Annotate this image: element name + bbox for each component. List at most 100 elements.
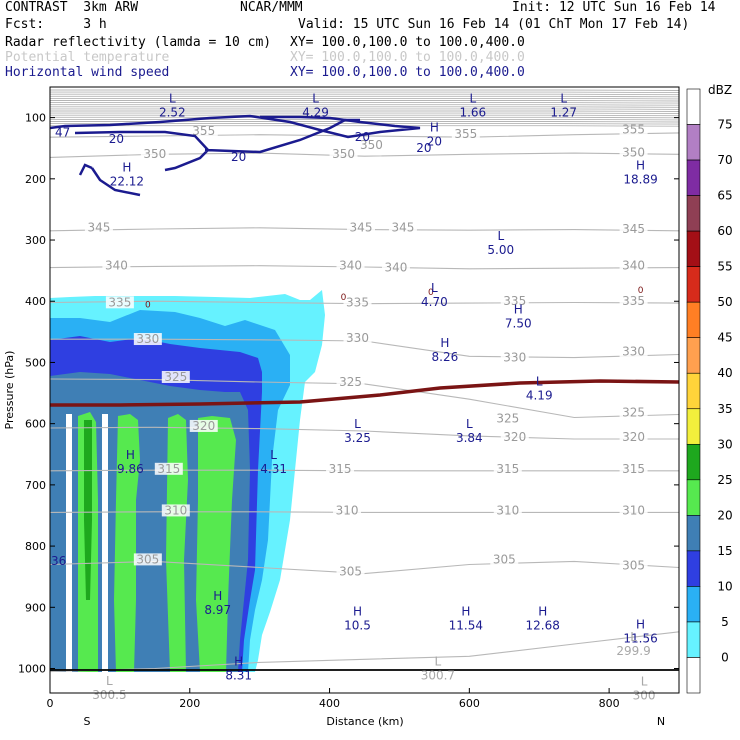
freezing-line-label: 0: [638, 286, 644, 296]
extremum-value: 4.29: [302, 105, 329, 119]
upper-theta-line: [50, 104, 679, 106]
theta-label: 315: [496, 462, 519, 476]
colorbar-swatch: [686, 124, 701, 161]
theta-label: 350: [332, 147, 355, 161]
theta-label: 355: [454, 127, 477, 141]
theta-label-bg: [388, 221, 417, 234]
theta-label-bg: [493, 504, 522, 517]
extremum-value: 11.54: [449, 618, 483, 632]
extremum-letter: H: [126, 448, 135, 462]
theta-label-bg: [619, 123, 648, 136]
refl-band-25dbz-c: [166, 414, 188, 672]
theta-label: 310: [622, 503, 645, 517]
theta-label: 315: [157, 462, 180, 476]
theta-label-bg: [161, 504, 190, 517]
refl-band-25dbz-d: [196, 416, 236, 672]
field2-name: Potential temperature: [5, 50, 170, 65]
theta-label-bg: [343, 331, 372, 344]
colorbar-level-label: 40: [717, 366, 732, 380]
refl-band-25dbz-b: [114, 414, 140, 672]
colorbar-level-label: 10: [717, 579, 732, 593]
theta-label: 310: [164, 503, 187, 517]
theta-label: 305: [339, 565, 362, 579]
wind-contour-label: 20: [231, 150, 246, 164]
theta-label: 335: [503, 294, 526, 308]
colorbar-swatch: [686, 266, 701, 303]
x-tick-label: 200: [179, 697, 200, 710]
extremum-value: 8.97: [204, 603, 231, 617]
extremum-letter: H: [636, 618, 645, 632]
wind-contour-20-b: [78, 163, 141, 197]
colorbar-swatch: [686, 479, 701, 516]
extremum-letter: H: [461, 604, 470, 618]
upper-theta-line: [50, 99, 679, 102]
upper-theta-line: [50, 116, 679, 119]
extremum-letter: L: [431, 281, 438, 295]
y-tick-label: 200: [25, 173, 46, 186]
theta-label: 325: [496, 412, 519, 426]
theta-label-bg: [619, 559, 648, 572]
theta-label-bg: [336, 259, 365, 272]
colorbar-swatch: [686, 657, 701, 694]
theta-label: 345: [622, 222, 645, 236]
colorbar-swatch: [686, 586, 701, 623]
extremum-value: 9.86: [117, 462, 144, 476]
field1-name: Radar reflectivity (lamda = 10 cm): [5, 35, 272, 50]
theta-label: 330: [622, 344, 645, 358]
header-org: NCAR/MMM: [240, 0, 303, 15]
colorbar-level-label: 45: [717, 331, 732, 345]
x-axis-title: Distance (km): [326, 715, 403, 728]
upper-theta-line: [50, 106, 679, 108]
y-axis-title: Pressure (hPa): [3, 351, 16, 430]
colorbar-swatch: [686, 195, 701, 232]
y-tick-label: 300: [25, 234, 46, 247]
colorbar-swatch: [686, 372, 701, 410]
extremum-value: 4.31: [260, 462, 287, 476]
colorbar-level-label: 55: [717, 260, 732, 274]
colorbar-swatch: [686, 443, 701, 481]
extremum-letter: L: [630, 630, 637, 644]
left-edge-label: 36: [51, 554, 66, 568]
theta-label: 325: [164, 370, 187, 384]
theta-label-bg: [133, 333, 162, 346]
theta-label: 305: [493, 552, 516, 566]
extremum-value: 18.89: [623, 173, 657, 187]
extremum-value: 3.25: [344, 431, 371, 445]
theta-label-bg: [619, 259, 648, 272]
plot-frame: [49, 86, 680, 694]
theta-label: 340: [339, 259, 362, 273]
upper-theta-line: [50, 114, 679, 117]
theta-label-bg: [343, 296, 372, 309]
header-init: Init: 12 UTC Sun 16 Feb 14: [512, 0, 716, 15]
theta-label-bg: [493, 462, 522, 475]
upper-theta-line: [50, 89, 679, 91]
theta-label-bg: [326, 462, 355, 475]
colorbar-swatch: [686, 621, 701, 658]
extremum-value: 300.5: [92, 688, 126, 702]
upper-theta-band: [50, 89, 679, 127]
extremum-value: 22.12: [110, 174, 144, 188]
colorbar-swatch: [686, 337, 701, 374]
wind-contour-label: 20: [416, 141, 431, 155]
theta-label: 310: [496, 503, 519, 517]
theta-label-bg: [451, 127, 480, 140]
extremum-value: 1.66: [459, 105, 486, 119]
theta-label-bg: [84, 221, 113, 234]
theta-label-bg: [500, 430, 529, 443]
extremum-letter: H: [213, 589, 222, 603]
extremum-letter: L: [469, 91, 476, 105]
theta-label: 350: [143, 147, 166, 161]
theta-label-bg: [347, 221, 376, 234]
freezing-line-label: 0: [341, 293, 347, 303]
extremum-letter: H: [353, 604, 362, 618]
theta-label: 335: [622, 294, 645, 308]
theta-isoline-8: [50, 469, 679, 472]
theta-label-bg: [381, 261, 410, 274]
y-tick-label: 500: [25, 356, 46, 369]
x-tick-label: 400: [319, 697, 340, 710]
colorbar-level-label: 15: [717, 544, 732, 558]
theta-label-bg: [102, 259, 131, 272]
upper-theta-line: [50, 120, 679, 123]
extremum-value: 4.70: [421, 295, 448, 309]
